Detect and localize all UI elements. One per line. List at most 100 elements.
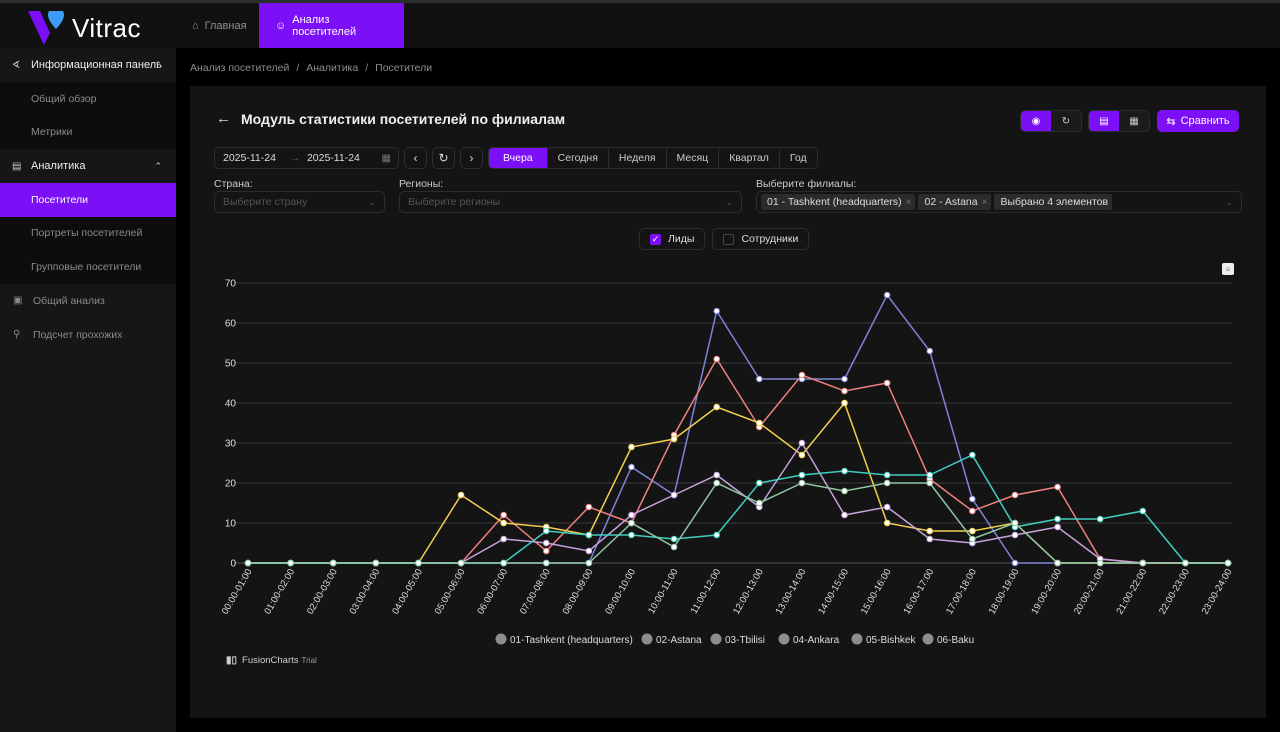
series-line: [248, 441, 1228, 564]
breadcrumb-item[interactable]: Анализ посетителей: [190, 62, 290, 74]
prev-period-button[interactable]: ‹: [404, 147, 427, 169]
period-yesterday[interactable]: Вчера: [489, 148, 547, 168]
data-point: [926, 479, 934, 487]
date-range-picker[interactable]: 2025-11-24 → 2025-11-24 ▦: [214, 147, 399, 169]
sidebar-item-group-visitors[interactable]: Групповые посетители: [31, 260, 142, 273]
logo[interactable]: Vitrac: [28, 11, 141, 45]
type-checkboxes: ✓ Лиды Сотрудники: [639, 228, 816, 250]
data-point: [1139, 507, 1147, 515]
data-point: [457, 491, 465, 499]
compare-button[interactable]: ⇆ Сравнить: [1157, 110, 1239, 132]
chevron-left-icon: ‹: [413, 151, 418, 165]
x-tick-label: 02:00-03:00: [305, 567, 340, 616]
breadcrumb-item[interactable]: Аналитика: [306, 62, 359, 74]
chart-view-icon[interactable]: ▤: [1089, 111, 1119, 131]
checkbox-leads[interactable]: ✓ Лиды: [639, 228, 706, 250]
data-point: [585, 559, 593, 567]
nav-tab-label: Анализ посетителей: [292, 13, 357, 38]
y-tick-label: 30: [225, 439, 237, 450]
sidebar-group-dashboard[interactable]: ∢ Информационная панель ⌃: [0, 48, 176, 82]
nav-tab-label: Главная: [204, 19, 247, 32]
series-line: [248, 357, 1228, 564]
date-to[interactable]: 2025-11-24: [306, 152, 360, 164]
data-point: [585, 531, 593, 539]
arrow-right-icon: →: [289, 152, 300, 164]
period-today[interactable]: Сегодня: [546, 148, 608, 168]
home-icon: ⌂: [192, 19, 199, 32]
x-tick-label: 03:00-04:00: [348, 567, 383, 616]
x-tick-label: 00:00-01:00: [220, 567, 255, 616]
table-view-icon[interactable]: ▦: [1119, 111, 1149, 131]
country-placeholder: Выберите страну: [223, 196, 308, 208]
data-point: [798, 371, 806, 379]
nav-tab-visitor-analysis[interactable]: ☺ Анализ посетителей: [259, 3, 404, 48]
y-tick-label: 0: [230, 559, 236, 570]
checkbox-label: Сотрудники: [741, 233, 799, 245]
close-icon[interactable]: ×: [981, 196, 988, 208]
area-chart-icon: ▤: [12, 160, 22, 172]
data-point: [244, 559, 252, 567]
sidebar-item-metrics[interactable]: Метрики: [31, 126, 73, 139]
logo-text: Vitrac: [72, 12, 141, 43]
legend-marker: [778, 633, 790, 645]
globe-icon[interactable]: ◉: [1021, 111, 1051, 131]
branch-more-tag: Выбрано 4 элементов: [994, 194, 1113, 210]
back-arrow-icon[interactable]: ←: [216, 110, 231, 127]
data-point: [1054, 483, 1061, 491]
data-point: [1096, 515, 1104, 523]
data-point: [713, 355, 720, 363]
x-tick-label: 07:00-08:00: [518, 567, 553, 616]
regions-select[interactable]: Выберите регионы ⌄: [399, 191, 742, 213]
sidebar-item-passerby-count[interactable]: ⚲ Подсчет прохожих: [0, 318, 176, 352]
data-point: [1011, 491, 1019, 499]
sidebar-item-overview[interactable]: Общий обзор: [31, 92, 97, 105]
data-point: [883, 479, 891, 487]
breadcrumb: Анализ посетителей / Аналитика / Посетители: [190, 62, 432, 74]
data-point: [926, 535, 934, 543]
y-tick-label: 20: [225, 479, 237, 490]
data-point: [542, 527, 550, 535]
refresh-button[interactable]: ↻: [432, 147, 455, 169]
statistics-card: ← Модуль статистики посетителей по филиа…: [190, 86, 1266, 718]
checkbox-employees[interactable]: Сотрудники: [712, 228, 810, 250]
period-month[interactable]: Месяц: [665, 148, 719, 168]
data-point: [841, 511, 848, 519]
chart-menu-icon[interactable]: ≡: [1222, 263, 1234, 275]
branches-select[interactable]: 01 - Tashkent (headquarters) × 02 - Astan…: [756, 191, 1242, 213]
x-tick-label: 11:00-12:00: [689, 567, 724, 616]
period-quarter[interactable]: Квартал: [718, 148, 779, 168]
date-from[interactable]: 2025-11-24: [223, 152, 276, 164]
chevron-down-icon: ⌄: [1225, 196, 1233, 207]
calendar-icon: ▦: [381, 152, 391, 164]
series-line: [248, 454, 1228, 564]
data-point: [841, 467, 848, 475]
data-point: [329, 559, 337, 567]
scope-toggle: ◉ ↻: [1020, 110, 1082, 132]
country-select[interactable]: Выберите страну ⌄: [214, 191, 385, 213]
data-point: [841, 487, 848, 495]
fusioncharts-watermark: ▮▯ FusionCharts Trial: [226, 655, 317, 666]
data-point: [1011, 559, 1019, 567]
next-period-button[interactable]: ›: [460, 147, 483, 169]
data-point: [926, 527, 934, 535]
period-year[interactable]: Год: [778, 148, 817, 168]
data-point: [500, 559, 507, 567]
data-point: [500, 511, 507, 519]
x-tick-label: 10:00-11:00: [646, 567, 681, 616]
data-point: [670, 543, 678, 551]
refresh-icon: ↻: [438, 151, 449, 165]
regions-placeholder: Выберите регионы: [408, 196, 500, 208]
sidebar-item-visitor-portraits[interactable]: Портреты посетителей: [31, 227, 143, 240]
nav-tab-home[interactable]: ⌂ Главная: [176, 3, 263, 48]
close-icon[interactable]: ×: [905, 196, 912, 208]
x-tick-label: 13:00-14:00: [774, 567, 809, 616]
data-point: [287, 559, 294, 567]
sidebar-group-analytics[interactable]: ▤ Аналитика ⌃: [0, 149, 176, 183]
period-week[interactable]: Неделя: [607, 148, 666, 168]
sidebar-item-general-analysis[interactable]: ▣ Общий анализ: [0, 284, 176, 318]
history-icon[interactable]: ↻: [1051, 111, 1081, 131]
window-top-strip: [0, 0, 1280, 3]
x-tick-label: 21:00-22:00: [1114, 567, 1149, 616]
sidebar-item-visitors[interactable]: Посетители: [0, 183, 176, 217]
data-point: [969, 527, 976, 535]
